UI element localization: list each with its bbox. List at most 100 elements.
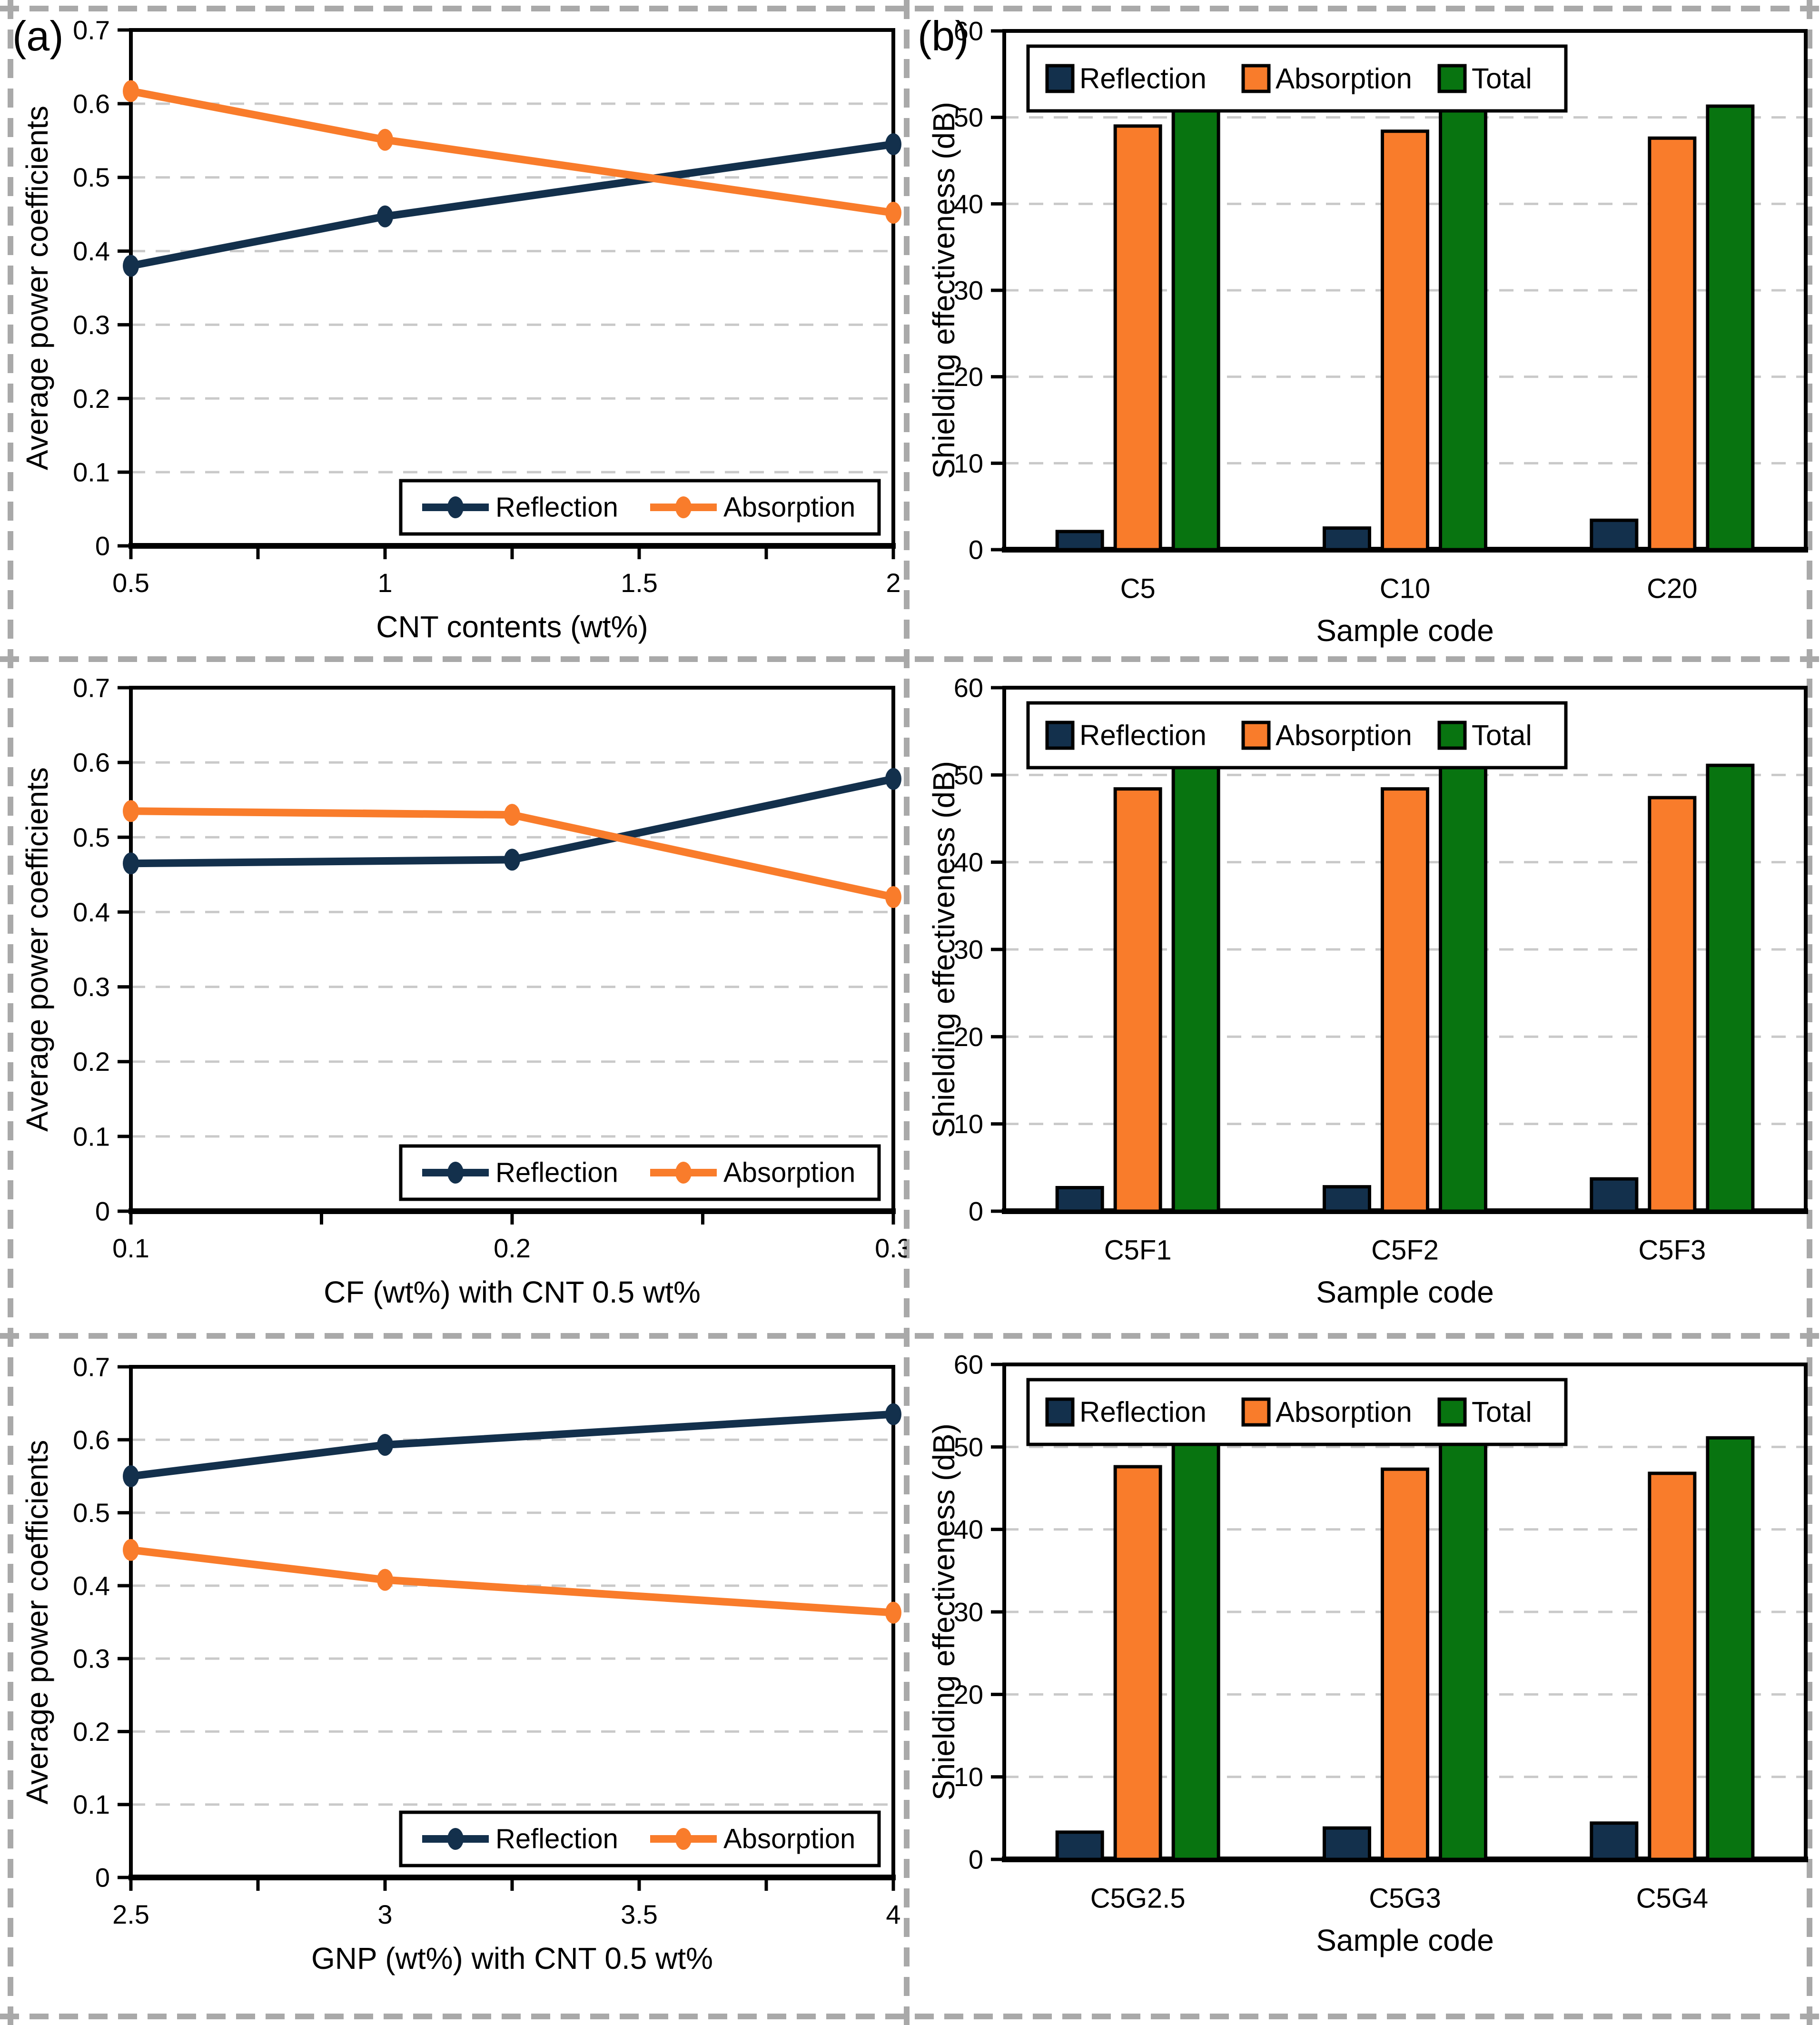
- y-axis-title: Shielding effectiveness (dB): [927, 1423, 961, 1800]
- legend-label: Reflection: [1079, 1396, 1207, 1428]
- y-tick-label: 0.3: [73, 310, 110, 340]
- y-tick-label: 50: [954, 102, 983, 132]
- data-point-absorption: [377, 128, 393, 151]
- y-axis-title: Average power coefficients: [20, 1440, 54, 1804]
- legend-label: Reflection: [495, 492, 618, 523]
- y-axis-title: Average power coefficients: [20, 106, 54, 470]
- legend-square-marker: [1045, 1397, 1075, 1427]
- legend-box: [1026, 1378, 1568, 1446]
- data-point-absorption: [885, 886, 901, 908]
- bar-reflection: [1323, 526, 1371, 552]
- y-tick-label: 0.5: [73, 822, 110, 852]
- bar-absorption: [1113, 124, 1162, 552]
- plot-frame: [129, 28, 895, 548]
- legend-label: Total: [1472, 63, 1532, 95]
- legend-square-marker: [1437, 1397, 1467, 1427]
- legend-label: Absorption: [1276, 720, 1412, 751]
- y-tick-label: 0: [969, 1196, 983, 1226]
- x-axis-title: Sample code: [1316, 613, 1494, 648]
- y-tick-label: 0.6: [73, 748, 110, 778]
- panel-a3-gnp-line-chart: 0 0.1 0.2 0.3 0.4 0.5 0.6 0.7 Average power coef…: [0, 1336, 907, 2025]
- legend-point-marker: [675, 496, 692, 518]
- data-point-absorption: [504, 804, 520, 826]
- category-label: C5G2.5: [1090, 1883, 1186, 1914]
- bar-total: [1171, 1435, 1220, 1861]
- y-tick-label: 0: [95, 1863, 110, 1893]
- data-point-reflection: [123, 255, 139, 277]
- x-axis-title: Sample code: [1316, 1275, 1494, 1309]
- bar-reflection: [1055, 530, 1104, 552]
- bar-absorption: [1648, 796, 1697, 1213]
- bar-chart-c5f-series: 0 10 20 30 40 50 60 Shielding effectiveness (dB…: [927, 673, 1808, 1309]
- x-tick-label: 3: [377, 1899, 392, 1929]
- x-tick-label: 0.1: [112, 1233, 149, 1263]
- line-chart-gnp-contents: 0 0.1 0.2 0.3 0.4 0.5 0.6 0.7 Average power coef…: [20, 1352, 901, 1976]
- panel-b-label: (b): [918, 12, 969, 59]
- x-axis-title: CF (wt%) with CNT 0.5 wt%: [324, 1275, 701, 1309]
- x-tick-label: 0.5: [112, 568, 149, 598]
- y-tick-label: 10: [954, 1762, 983, 1792]
- data-point-reflection: [885, 133, 901, 156]
- bar-total: [1171, 104, 1220, 552]
- y-tick-label: 0.5: [73, 1498, 110, 1528]
- data-point-reflection: [504, 849, 520, 871]
- legend-label: Reflection: [1079, 63, 1207, 95]
- panel-b3-bar-chart: 0 10 20 30 40 50 60 Shielding effectiveness (dB…: [907, 1336, 1820, 2025]
- y-tick-label: 50: [954, 1432, 983, 1462]
- panel-a-label: (a): [12, 12, 64, 59]
- panel-b2-bar-chart: 0 10 20 30 40 50 60 Shielding effectiveness (dB…: [907, 659, 1820, 1336]
- x-axis-title: GNP (wt%) with CNT 0.5 wt%: [311, 1941, 713, 1976]
- y-tick-label: 0.2: [73, 1047, 110, 1077]
- y-tick-label: 50: [954, 760, 983, 790]
- bar-total: [1706, 104, 1755, 552]
- category-label: C5F1: [1104, 1235, 1172, 1266]
- bar-absorption: [1648, 1472, 1697, 1861]
- y-tick-label: 0.4: [73, 897, 110, 927]
- line-chart-cnt-contents: 0 0.1 0.2 0.3 0.4 0.5 0.6 0.7 Average power coef…: [20, 15, 901, 644]
- y-tick-label: 20: [954, 1022, 983, 1052]
- data-point-absorption: [885, 1601, 901, 1624]
- y-tick-label: 40: [954, 847, 983, 877]
- y-tick-label: 0.1: [73, 1121, 110, 1151]
- category-label: C5G4: [1636, 1883, 1709, 1914]
- legend-square-marker: [1045, 64, 1075, 93]
- x-tick-label: 1.5: [621, 568, 658, 598]
- data-point-reflection: [123, 1465, 139, 1487]
- y-tick-label: 0.7: [73, 1352, 110, 1382]
- legend-point-marker: [675, 1828, 692, 1850]
- legend-square-marker: [1241, 64, 1271, 93]
- y-tick-label: 40: [954, 1514, 983, 1544]
- bar-absorption: [1381, 129, 1429, 552]
- bar-reflection: [1323, 1185, 1371, 1213]
- x-tick-label: 0.3: [875, 1233, 907, 1263]
- legend-point-marker: [447, 1162, 464, 1184]
- dashed-border-bottom: [0, 2014, 1820, 2019]
- dashed-border-right: [1807, 0, 1812, 2025]
- y-tick-label: 40: [954, 189, 983, 219]
- y-tick-label: 60: [954, 673, 983, 703]
- data-point-absorption: [123, 80, 139, 102]
- y-tick-label: 0: [969, 535, 983, 565]
- bar-reflection: [1590, 1177, 1639, 1213]
- bar-total: [1171, 762, 1220, 1213]
- legend-label: Reflection: [495, 1824, 618, 1855]
- plot-frame: [129, 686, 895, 1213]
- bar-chart-c-series: 0 10 20 30 40 50 60 Shielding effectiveness (dB…: [927, 16, 1808, 648]
- y-tick-label: 0.3: [73, 972, 110, 1002]
- x-tick-label: 1: [377, 568, 392, 598]
- x-tick-label: 4: [886, 1899, 900, 1929]
- x-tick-label: 0.2: [494, 1233, 531, 1263]
- y-tick-label: 0.2: [73, 1717, 110, 1747]
- legend-square-marker: [1241, 721, 1271, 750]
- bar-absorption: [1381, 787, 1429, 1213]
- legend-square-marker: [1045, 721, 1075, 750]
- y-axis-title: Shielding effectiveness (dB): [927, 102, 961, 479]
- y-tick-label: 0: [95, 1196, 110, 1226]
- data-point-absorption: [377, 1569, 393, 1591]
- y-tick-label: 0.2: [73, 384, 110, 414]
- legend-point-marker: [447, 496, 464, 518]
- bar-reflection: [1055, 1830, 1104, 1861]
- bar-total: [1439, 1434, 1487, 1861]
